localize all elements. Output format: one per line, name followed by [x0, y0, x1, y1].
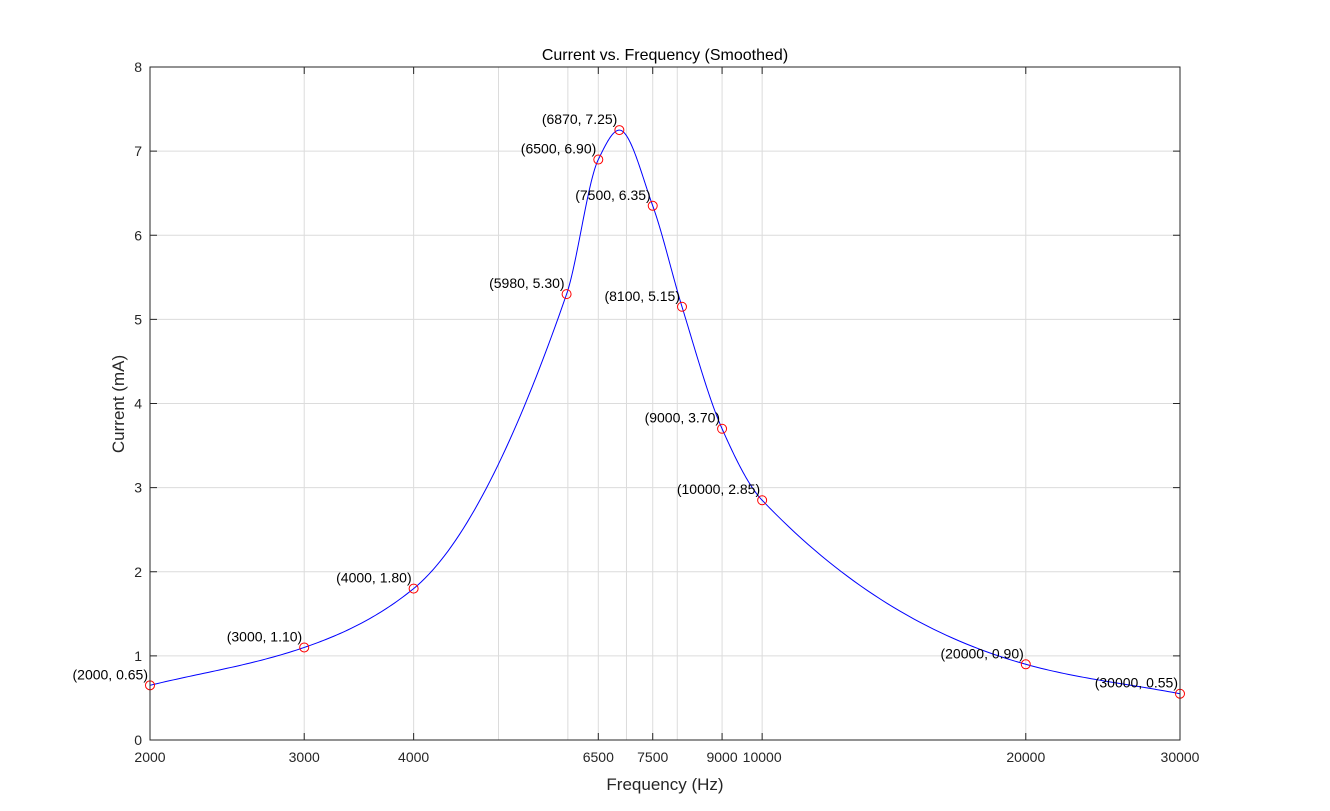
data-point-label: (9000, 3.70) — [645, 410, 721, 426]
y-tick-label: 0 — [134, 732, 142, 748]
y-tick-label: 3 — [134, 480, 142, 496]
y-tick-label: 2 — [134, 564, 142, 580]
x-tick-label: 3000 — [289, 749, 320, 765]
x-tick-label: 10000 — [743, 749, 782, 765]
x-tick-label: 6500 — [583, 749, 614, 765]
y-tick-label: 7 — [134, 143, 142, 159]
data-point-label: (3000, 1.10) — [227, 628, 303, 644]
y-tick-label: 1 — [134, 648, 142, 664]
data-point-label: (30000, 0.55) — [1095, 675, 1178, 691]
data-point-marker — [561, 289, 572, 300]
y-tick-label: 8 — [134, 59, 142, 75]
data-point-label: (6870, 7.25) — [542, 111, 618, 127]
tick-labels: 2000 3000 4000 6500 7500 9000 10000 20000 30000 0… — [134, 59, 1199, 765]
data-point-label: (2000, 0.65) — [73, 666, 149, 682]
x-axis-title: Frequency (Hz) — [606, 775, 723, 794]
data-point-marker — [757, 495, 768, 506]
data-point-label: (4000, 1.80) — [336, 570, 412, 586]
x-tick-label: 9000 — [706, 749, 737, 765]
y-tick-label: 6 — [134, 227, 142, 243]
data-point-marker — [1020, 659, 1031, 670]
data-point-marker — [717, 423, 728, 434]
data-point-marker — [408, 583, 419, 594]
y-axis-title: Current (mA) — [109, 355, 128, 453]
data-point-marker — [299, 642, 310, 653]
x-tick-label: 4000 — [398, 749, 429, 765]
data-point-marker — [593, 154, 604, 165]
data-point-label: (10000, 2.85) — [677, 481, 760, 497]
x-tick-label: 30000 — [1161, 749, 1200, 765]
data-point-marker — [614, 125, 625, 136]
data-point-marker — [676, 301, 687, 312]
ticks — [149, 66, 1181, 741]
point-labels: (2000, 0.65) (3000, 1.10) (4000, 1.80) (598… — [73, 111, 1179, 691]
x-tick-label: 7500 — [637, 749, 668, 765]
markers — [145, 125, 1185, 699]
smoothed-curve — [149, 129, 1181, 695]
data-point-label: (8100, 5.15) — [604, 288, 680, 304]
x-tick-label: 2000 — [134, 749, 165, 765]
data-point-label: (5980, 5.30) — [489, 275, 565, 291]
x-tick-label: 20000 — [1006, 749, 1045, 765]
data-point-label: (7500, 6.35) — [575, 187, 651, 203]
y-tick-label: 4 — [134, 396, 142, 412]
data-point-label: (20000, 0.90) — [940, 645, 1023, 661]
chart-title: Current vs. Frequency (Smoothed) — [542, 47, 788, 64]
data-point-marker — [647, 200, 658, 211]
data-point-label: (6500, 6.90) — [521, 141, 597, 157]
y-tick-label: 5 — [134, 311, 142, 327]
